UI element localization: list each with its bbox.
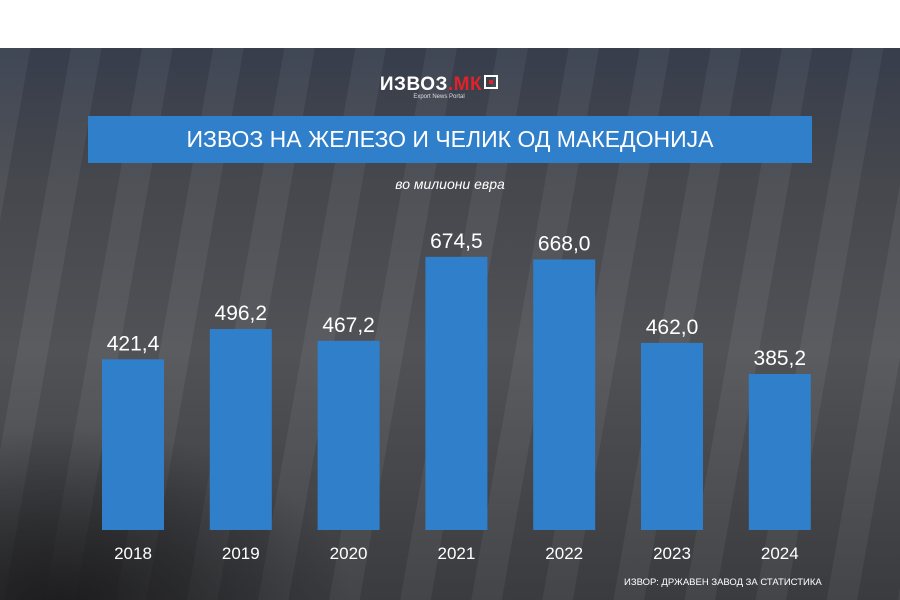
logo-square-icon xyxy=(484,75,499,89)
x-tick-label: 2023 xyxy=(653,544,691,563)
source-note: ИЗВОР: ДРЖАВЕН ЗАВОД ЗА СТАТИСТИКА xyxy=(624,577,822,588)
data-label: 674,5 xyxy=(430,230,483,253)
bar-2023 xyxy=(641,342,703,530)
x-tick-label: 2020 xyxy=(330,544,368,563)
data-label: 467,2 xyxy=(322,314,375,337)
x-tick-label: 2018 xyxy=(114,544,152,563)
chart-subtitle: во милиони евра xyxy=(395,176,505,192)
data-label: 421,4 xyxy=(107,332,160,355)
bar-2018 xyxy=(102,359,164,530)
data-label: 496,2 xyxy=(215,302,268,325)
bar-2019 xyxy=(209,329,272,530)
logo: ИЗВОЗ.МК Export News Portal xyxy=(374,74,504,104)
x-tick-label: 2022 xyxy=(545,544,583,563)
bar-2021 xyxy=(425,256,488,530)
bar-2022 xyxy=(533,259,596,530)
data-label: 385,2 xyxy=(754,347,807,370)
x-tick-label: 2019 xyxy=(222,544,260,563)
x-tick-label: 2021 xyxy=(437,544,475,563)
x-tick-label: 2024 xyxy=(761,544,799,563)
logo-text: ИЗВОЗ xyxy=(379,74,448,95)
chart-title: ИЗВОЗ НА ЖЕЛЕЗО И ЧЕЛИК ОД МАКЕДОНИЈА xyxy=(88,116,812,163)
bar-2024 xyxy=(748,373,811,530)
data-label: 462,0 xyxy=(646,316,699,339)
logo-tagline: Export News Portal xyxy=(413,94,465,100)
data-label: 668,0 xyxy=(538,232,591,255)
logo-accent: .МК xyxy=(447,74,483,95)
bar-2020 xyxy=(317,340,380,530)
